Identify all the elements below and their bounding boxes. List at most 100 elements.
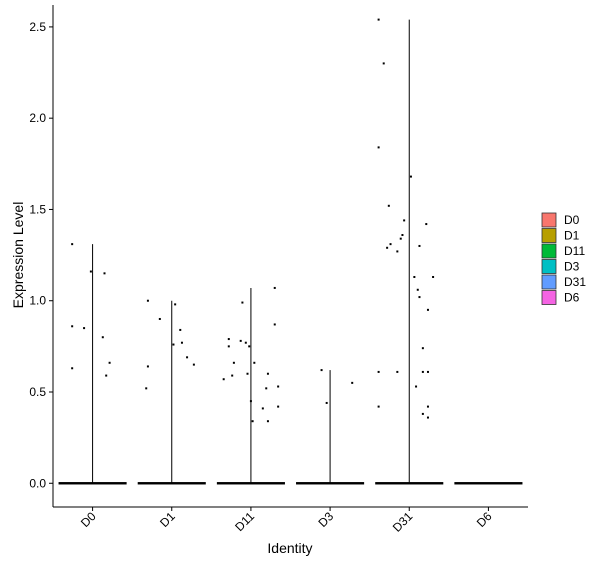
data-point bbox=[377, 370, 380, 373]
data-point bbox=[180, 341, 183, 344]
data-point bbox=[251, 420, 254, 423]
data-point bbox=[389, 243, 392, 246]
data-point bbox=[377, 146, 380, 149]
data-point bbox=[426, 416, 429, 419]
x-tick-label: D6 bbox=[474, 509, 495, 530]
x-tick-label: D0 bbox=[78, 509, 99, 530]
data-point bbox=[399, 237, 402, 240]
data-point bbox=[277, 405, 280, 408]
data-point bbox=[403, 219, 406, 222]
y-tick-label: 1.5 bbox=[29, 202, 46, 216]
legend-swatch bbox=[541, 259, 557, 274]
data-point bbox=[377, 405, 380, 408]
legend-swatch bbox=[541, 274, 557, 290]
legend-label: D1 bbox=[564, 229, 580, 243]
x-tick-label: D3 bbox=[315, 509, 336, 530]
data-point bbox=[351, 381, 354, 384]
legend-label: D11 bbox=[564, 244, 585, 258]
data-point bbox=[89, 270, 92, 273]
data-point bbox=[421, 347, 424, 350]
legend-label: D0 bbox=[564, 213, 580, 227]
data-point bbox=[172, 343, 175, 346]
data-point bbox=[83, 327, 86, 330]
data-point bbox=[192, 363, 195, 366]
data-point bbox=[227, 338, 230, 341]
x-axis-title: Identity bbox=[267, 540, 312, 556]
y-tick-label: 2.5 bbox=[29, 20, 46, 34]
data-point bbox=[325, 401, 328, 404]
legend-label: D3 bbox=[564, 260, 580, 274]
data-point bbox=[396, 370, 399, 373]
data-point bbox=[253, 361, 256, 364]
data-point bbox=[101, 336, 104, 339]
data-point bbox=[273, 286, 276, 289]
data-point bbox=[401, 234, 404, 237]
data-point bbox=[239, 339, 242, 342]
data-point bbox=[146, 299, 149, 302]
legend-swatch bbox=[541, 290, 557, 305]
data-point bbox=[249, 400, 252, 403]
data-point bbox=[377, 18, 380, 21]
data-point bbox=[248, 345, 251, 348]
data-point bbox=[261, 407, 264, 410]
data-point bbox=[320, 369, 323, 372]
data-point bbox=[71, 367, 74, 370]
data-point bbox=[386, 246, 389, 249]
y-tick-label: 0.0 bbox=[29, 476, 46, 490]
data-point bbox=[103, 272, 106, 275]
data-point bbox=[382, 62, 385, 65]
legend-swatch bbox=[541, 228, 557, 243]
data-point bbox=[105, 374, 108, 377]
data-point bbox=[241, 301, 244, 304]
data-point bbox=[108, 361, 111, 364]
violin-base bbox=[454, 482, 523, 485]
data-point bbox=[409, 175, 412, 178]
data-point bbox=[145, 387, 148, 390]
data-point bbox=[387, 204, 390, 207]
data-point bbox=[266, 420, 269, 423]
data-point bbox=[416, 288, 419, 291]
x-tick-label: D11 bbox=[232, 509, 257, 534]
legend-swatch bbox=[541, 212, 557, 228]
data-point bbox=[277, 385, 280, 388]
data-point bbox=[158, 317, 161, 320]
data-point bbox=[396, 250, 399, 253]
data-point bbox=[421, 370, 424, 373]
data-point bbox=[71, 243, 74, 246]
y-tick-label: 0.5 bbox=[29, 385, 46, 399]
data-point bbox=[273, 323, 276, 326]
data-point bbox=[179, 328, 182, 331]
y-tick-label: 2.0 bbox=[29, 111, 46, 125]
data-point bbox=[425, 223, 428, 226]
y-axis: 0.0 0.5 1.0 1.5 2.0 2.5 bbox=[29, 5, 54, 507]
legend-label: D31 bbox=[564, 275, 586, 289]
data-point bbox=[244, 341, 247, 344]
data-point bbox=[222, 378, 225, 381]
data-point bbox=[418, 244, 421, 247]
data-point bbox=[421, 412, 424, 415]
data-point bbox=[71, 325, 74, 328]
y-axis-title: Expression Level bbox=[10, 202, 26, 309]
data-point bbox=[266, 372, 269, 375]
data-point bbox=[432, 275, 435, 278]
x-tick-label: D31 bbox=[390, 509, 416, 535]
data-point bbox=[426, 405, 429, 408]
data-point bbox=[186, 356, 189, 359]
data-point bbox=[426, 370, 429, 373]
data-point bbox=[413, 275, 416, 278]
data-point bbox=[426, 308, 429, 311]
x-axis: D0 D1 D11 D3 D31 D6 bbox=[53, 506, 528, 535]
legend-label: D6 bbox=[564, 291, 580, 305]
data-point bbox=[265, 387, 268, 390]
data-point bbox=[146, 365, 149, 368]
data-point bbox=[415, 385, 418, 388]
legend-swatch bbox=[541, 243, 557, 259]
data-point bbox=[227, 345, 230, 348]
plot-area bbox=[58, 18, 523, 485]
data-point bbox=[232, 361, 235, 364]
data-point bbox=[246, 372, 249, 375]
x-tick-label: D1 bbox=[157, 509, 178, 530]
y-tick-label: 1.0 bbox=[29, 294, 46, 308]
